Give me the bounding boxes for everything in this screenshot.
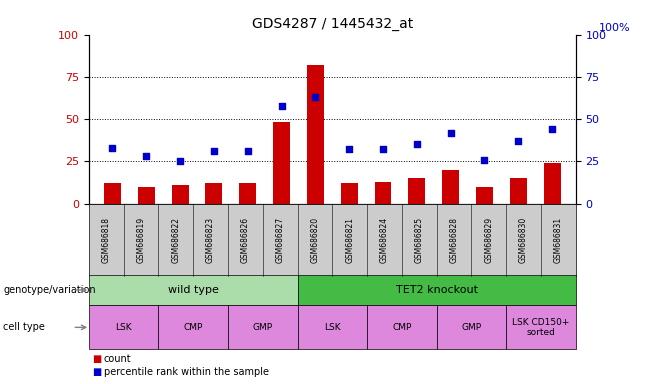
Bar [104, 183, 121, 204]
Point [209, 148, 219, 154]
Point [547, 126, 557, 132]
Bar [240, 183, 256, 204]
Bar [510, 178, 526, 204]
Text: percentile rank within the sample: percentile rank within the sample [104, 367, 269, 377]
Text: ■: ■ [92, 354, 101, 364]
Bar [307, 65, 324, 204]
Point [378, 146, 388, 152]
Text: LSK: LSK [115, 323, 132, 332]
Bar [138, 187, 155, 204]
Text: GSM686829: GSM686829 [484, 217, 494, 263]
Text: LSK CD150+
sorted: LSK CD150+ sorted [513, 318, 570, 337]
Point [107, 145, 118, 151]
Text: GSM686831: GSM686831 [554, 217, 563, 263]
Text: GSM686828: GSM686828 [449, 217, 459, 263]
Point [513, 138, 524, 144]
Text: count: count [104, 354, 132, 364]
Bar [476, 187, 493, 204]
Text: GSM686820: GSM686820 [311, 217, 319, 263]
Text: wild type: wild type [168, 285, 218, 295]
Text: GMP: GMP [253, 323, 273, 332]
Text: GSM686827: GSM686827 [276, 217, 285, 263]
Text: GSM686819: GSM686819 [136, 217, 145, 263]
Text: CMP: CMP [392, 323, 411, 332]
Text: TET2 knockout: TET2 knockout [395, 285, 478, 295]
Text: GSM686818: GSM686818 [102, 217, 111, 263]
Bar [273, 122, 290, 204]
Bar [409, 178, 425, 204]
Text: GMP: GMP [461, 323, 482, 332]
Text: GSM686825: GSM686825 [415, 217, 424, 263]
Point [175, 158, 186, 164]
Bar [341, 183, 358, 204]
Text: GSM686823: GSM686823 [206, 217, 215, 263]
Text: genotype/variation: genotype/variation [3, 285, 96, 295]
Bar [374, 182, 392, 204]
Title: GDS4287 / 1445432_at: GDS4287 / 1445432_at [251, 17, 413, 31]
Point [479, 157, 490, 163]
Point [344, 146, 355, 152]
Text: LSK: LSK [324, 323, 341, 332]
Point [310, 94, 320, 100]
Bar [544, 163, 561, 204]
Text: ■: ■ [92, 367, 101, 377]
Point [411, 141, 422, 147]
Y-axis label: 100%: 100% [599, 23, 630, 33]
Text: GSM686822: GSM686822 [171, 217, 180, 263]
Point [243, 148, 253, 154]
Text: GSM686826: GSM686826 [241, 217, 250, 263]
Text: GSM686821: GSM686821 [345, 217, 354, 263]
Text: GSM686830: GSM686830 [519, 217, 528, 263]
Point [141, 153, 151, 159]
Text: cell type: cell type [3, 322, 45, 333]
Text: CMP: CMP [184, 323, 203, 332]
Point [276, 103, 287, 109]
Text: GSM686824: GSM686824 [380, 217, 389, 263]
Bar [442, 170, 459, 204]
Bar [172, 185, 189, 204]
Point [445, 129, 456, 136]
Bar [205, 183, 222, 204]
